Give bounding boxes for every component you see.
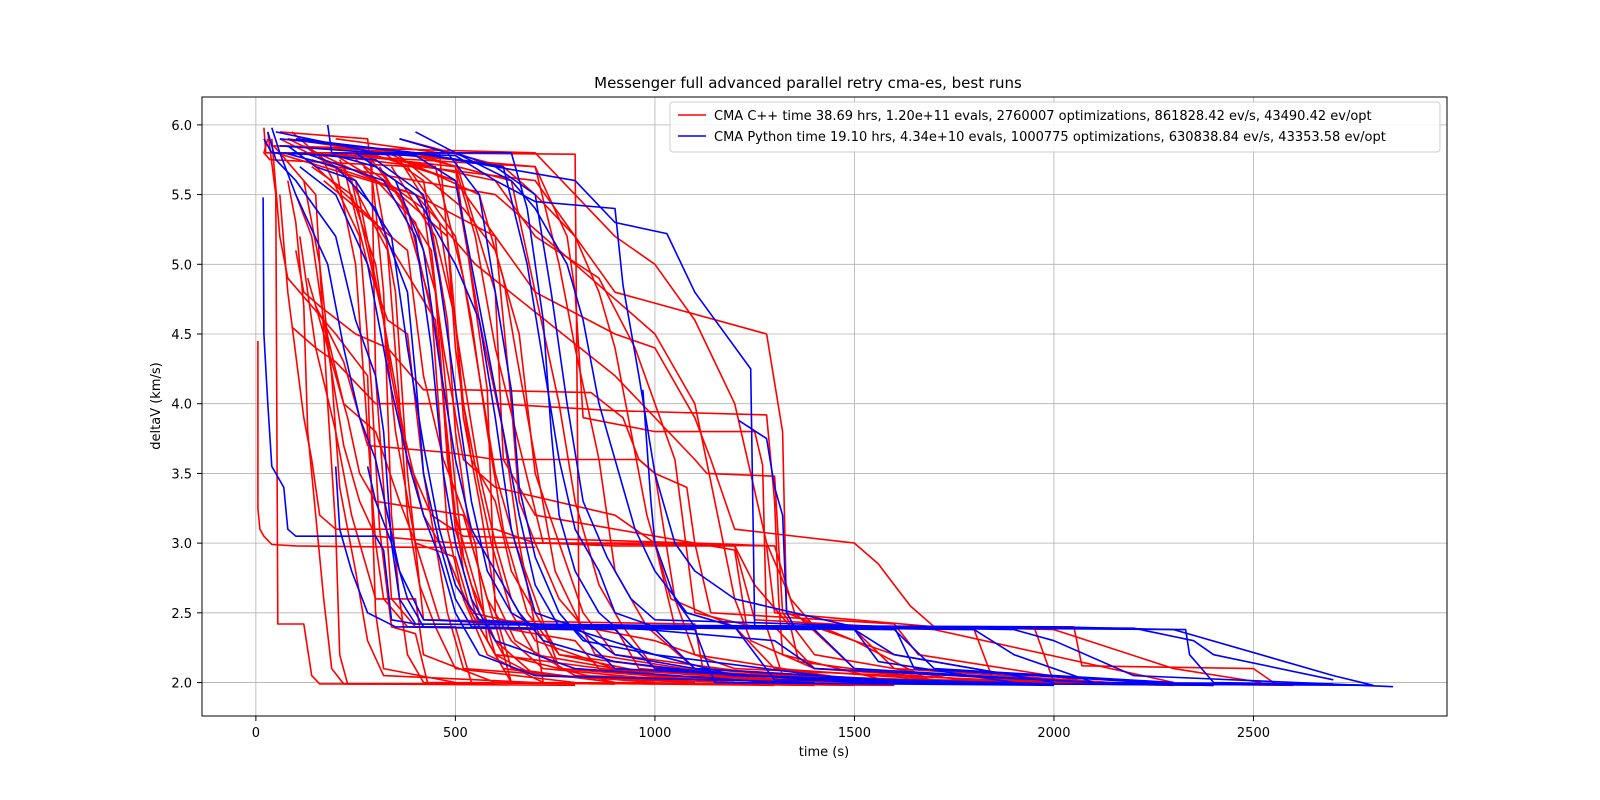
series-run-line: [355, 152, 975, 684]
series-run-line: [738, 419, 1055, 684]
x-tick-label: 1000: [638, 726, 671, 741]
y-tick-label: 2.0: [171, 677, 192, 692]
x-axis: 0 500 1000 1500 2000 2500: [252, 716, 1270, 741]
x-axis-label: time (s): [799, 745, 849, 760]
legend: CMA C++ time 38.69 hrs, 1.20e+11 evals, …: [669, 101, 1441, 153]
plot-area-frame: [201, 96, 1448, 717]
series-run-line: [415, 131, 1095, 684]
series-run-line: [263, 138, 1054, 684]
y-axis-label: deltaV (km/s): [149, 362, 164, 449]
y-tick-label: 3.0: [171, 537, 192, 552]
series-run-line: [338, 159, 576, 684]
series-run-line: [642, 389, 1015, 684]
series-run-line: [335, 138, 775, 684]
series-run-line: [406, 166, 695, 684]
series-run-line: [303, 152, 775, 684]
series-run-line: [263, 138, 1334, 685]
series-layer: [257, 124, 1394, 688]
y-tick-label: 5.5: [171, 189, 192, 204]
y-tick-label: 2.5: [171, 607, 192, 622]
x-tick-label: 2000: [1037, 726, 1070, 741]
series-run-line: [375, 152, 1094, 684]
x-tick-label: 0: [252, 726, 260, 741]
series-run-line: [287, 180, 456, 685]
series-run-line: [279, 131, 616, 685]
series-run-line: [307, 152, 1214, 687]
x-tick-label: 500: [443, 726, 468, 741]
series-run-line: [299, 236, 735, 685]
series-run-line: [283, 152, 1214, 687]
series-run-line: [334, 466, 895, 684]
y-tick-label: 4.5: [171, 328, 192, 343]
series-run-line: [279, 145, 1174, 685]
series-run-line: [262, 197, 1374, 687]
series-run-line: [378, 166, 616, 684]
series-run-line: [366, 466, 855, 681]
series-run-line: [303, 180, 536, 684]
series-run-line: [299, 166, 815, 684]
x-tick-label: 1500: [838, 726, 871, 741]
legend-label-python: CMA Python time 19.10 hrs, 4.34e+10 eval…: [714, 130, 1386, 145]
y-tick-label: 6.0: [171, 119, 192, 134]
series-run-line: [326, 124, 935, 684]
series-run-line: [311, 158, 975, 684]
series-run-line: [271, 127, 1334, 681]
series-run-line: [403, 152, 895, 684]
legend-label-cpp: CMA C++ time 38.69 hrs, 1.20e+11 evals, …: [714, 109, 1372, 124]
y-tick-label: 3.5: [171, 467, 192, 482]
series-run-line: [390, 166, 855, 684]
y-tick-label: 4.0: [171, 398, 192, 413]
series-run-line: [291, 152, 1054, 687]
y-axis: 2.0 2.5 3.0 3.5 4.0 4.5 5.0 5.5 6.0: [171, 119, 202, 692]
series-run-line: [257, 341, 536, 549]
series-run-line: [275, 131, 1394, 688]
series-run-line: [399, 138, 975, 685]
x-tick-label: 2500: [1237, 726, 1270, 741]
series-run-line: [287, 145, 1054, 685]
series-python: [262, 124, 1394, 688]
legend-box: [669, 101, 1441, 153]
series-run-line: [295, 138, 1174, 684]
chart-title: Messenger full advanced parallel retry c…: [594, 74, 1022, 92]
series-run-line: [318, 152, 616, 685]
y-tick-label: 5.0: [171, 258, 192, 273]
